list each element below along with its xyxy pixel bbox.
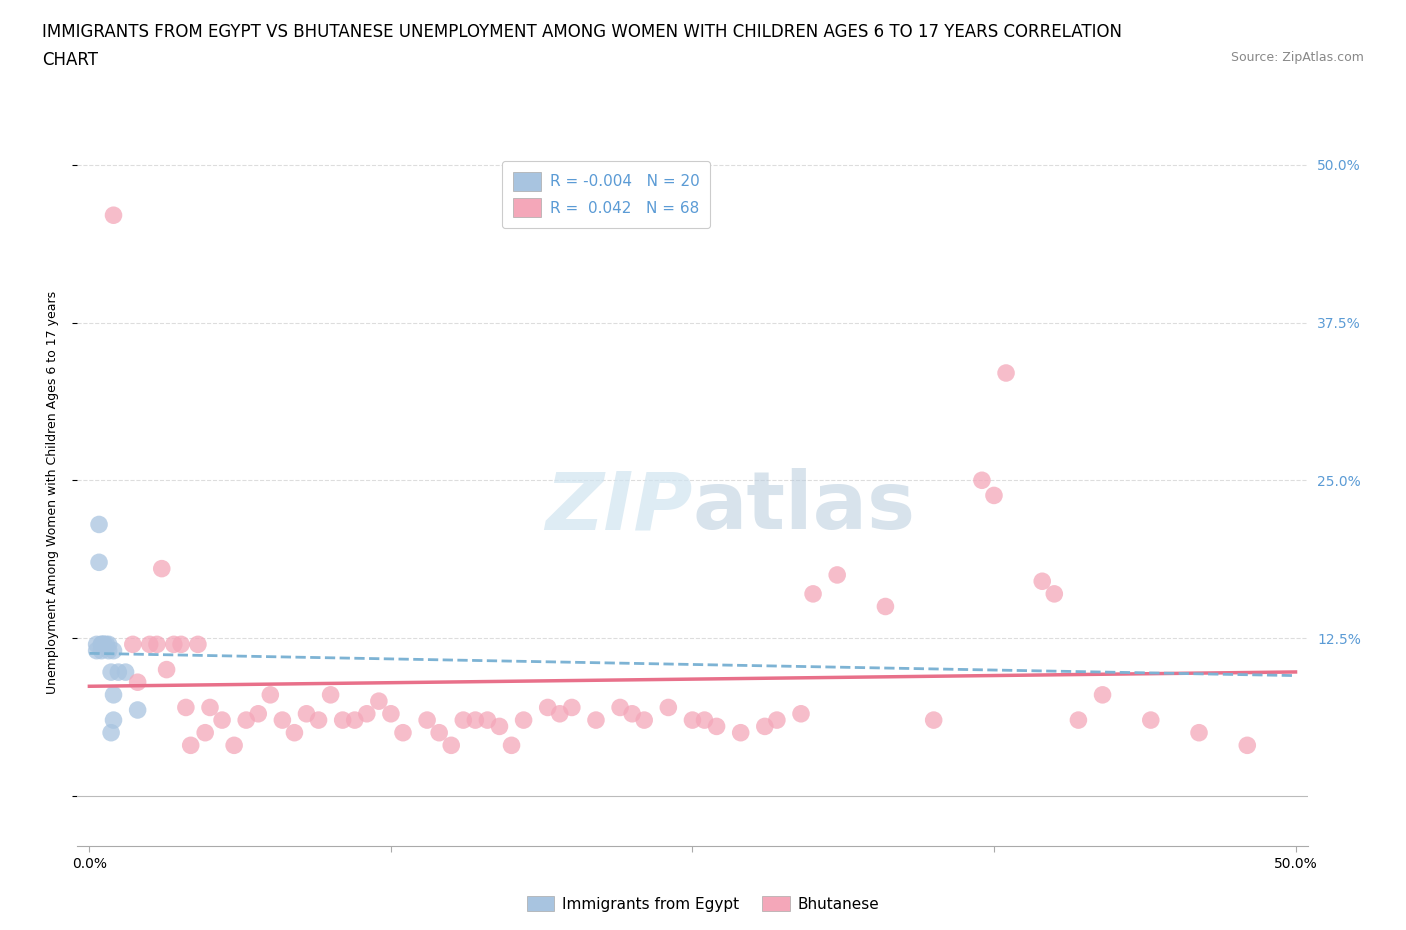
Point [247,707,270,722]
Text: atlas: atlas [693,468,915,546]
Point [127,702,149,717]
Point [875,599,897,614]
Point [103,644,125,658]
Point [121,637,143,652]
Point [801,587,824,602]
Point [224,737,246,752]
Point [392,725,415,740]
Point [138,637,160,652]
Point [127,675,149,690]
Point [86,637,108,652]
Point [96,637,118,652]
Point [730,725,752,740]
Point [922,712,945,727]
Point [271,712,294,727]
Point [970,472,993,487]
Point [693,712,716,727]
Point [198,700,221,715]
Point [87,517,110,532]
Point [561,700,583,715]
Point [155,662,177,677]
Point [621,707,644,722]
Point [211,712,233,727]
Point [548,707,571,722]
Point [464,712,486,727]
Point [367,694,389,709]
Point [170,637,193,652]
Point [187,637,209,652]
Text: Source: ZipAtlas.com: Source: ZipAtlas.com [1230,51,1364,64]
Point [1236,737,1258,752]
Point [790,707,813,722]
Point [93,637,115,652]
Point [1188,725,1211,740]
Point [1091,687,1114,702]
Point [90,637,112,652]
Point [343,712,366,727]
Point [93,637,115,652]
Point [706,719,728,734]
Point [97,637,120,652]
Point [308,712,330,727]
Point [283,725,305,740]
Point [87,555,110,570]
Point [114,665,136,680]
Point [501,737,523,752]
Point [100,725,122,740]
Point [180,737,202,752]
Point [427,725,450,740]
Point [90,637,112,652]
Point [995,365,1018,380]
Point [146,637,169,652]
Point [983,488,1005,503]
Point [416,712,439,727]
Text: CHART: CHART [42,51,98,69]
Point [477,712,499,727]
Point [380,707,402,722]
Point [1031,574,1053,589]
Point [100,665,122,680]
Point [609,700,631,715]
Point [194,725,217,740]
Point [97,644,120,658]
Point [259,687,281,702]
Point [657,700,679,715]
Point [537,700,560,715]
Point [440,737,463,752]
Point [332,712,354,727]
Point [488,719,510,734]
Text: ZIP: ZIP [546,468,693,546]
Point [1043,587,1066,602]
Point [103,207,125,222]
Point [90,644,112,658]
Point [235,712,257,727]
Y-axis label: Unemployment Among Women with Children Ages 6 to 17 years: Unemployment Among Women with Children A… [46,291,59,695]
Point [150,561,173,576]
Point [103,712,125,727]
Point [174,700,197,715]
Point [356,707,378,722]
Point [295,707,318,722]
Point [103,687,125,702]
Point [86,644,108,658]
Point [682,712,704,727]
Point [107,665,129,680]
Point [825,567,848,582]
Point [754,719,776,734]
Point [319,687,342,702]
Point [1067,712,1090,727]
Point [766,712,789,727]
Legend: Immigrants from Egypt, Bhutanese: Immigrants from Egypt, Bhutanese [520,889,886,918]
Point [1139,712,1161,727]
Text: IMMIGRANTS FROM EGYPT VS BHUTANESE UNEMPLOYMENT AMONG WOMEN WITH CHILDREN AGES 6: IMMIGRANTS FROM EGYPT VS BHUTANESE UNEMP… [42,23,1122,41]
Legend: R = -0.004   N = 20, R =  0.042   N = 68: R = -0.004 N = 20, R = 0.042 N = 68 [502,161,710,228]
Point [512,712,534,727]
Point [163,637,186,652]
Point [585,712,607,727]
Point [453,712,475,727]
Point [633,712,655,727]
